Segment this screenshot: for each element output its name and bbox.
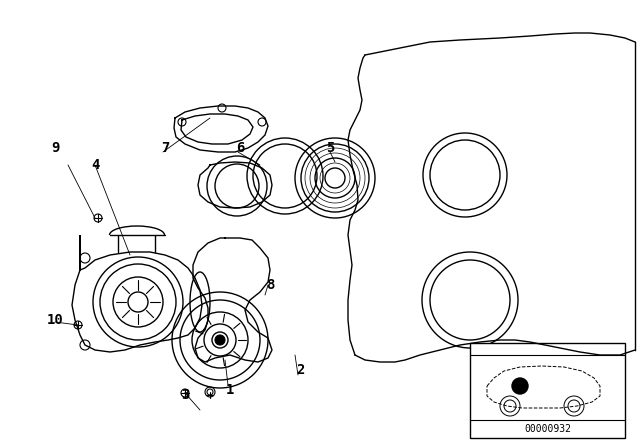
Text: 2: 2 <box>296 363 304 377</box>
Text: 4: 4 <box>91 158 99 172</box>
Text: 1: 1 <box>226 383 234 397</box>
Text: 10: 10 <box>47 313 63 327</box>
Text: 3: 3 <box>181 388 189 402</box>
Text: 9: 9 <box>51 141 59 155</box>
FancyBboxPatch shape <box>470 343 625 438</box>
Text: 6: 6 <box>236 141 244 155</box>
Text: 8: 8 <box>266 278 274 292</box>
Circle shape <box>215 335 225 345</box>
Text: 5: 5 <box>326 141 334 155</box>
Text: 7: 7 <box>161 141 169 155</box>
Circle shape <box>512 378 528 394</box>
Text: 00000932: 00000932 <box>524 424 571 434</box>
Polygon shape <box>72 235 202 352</box>
